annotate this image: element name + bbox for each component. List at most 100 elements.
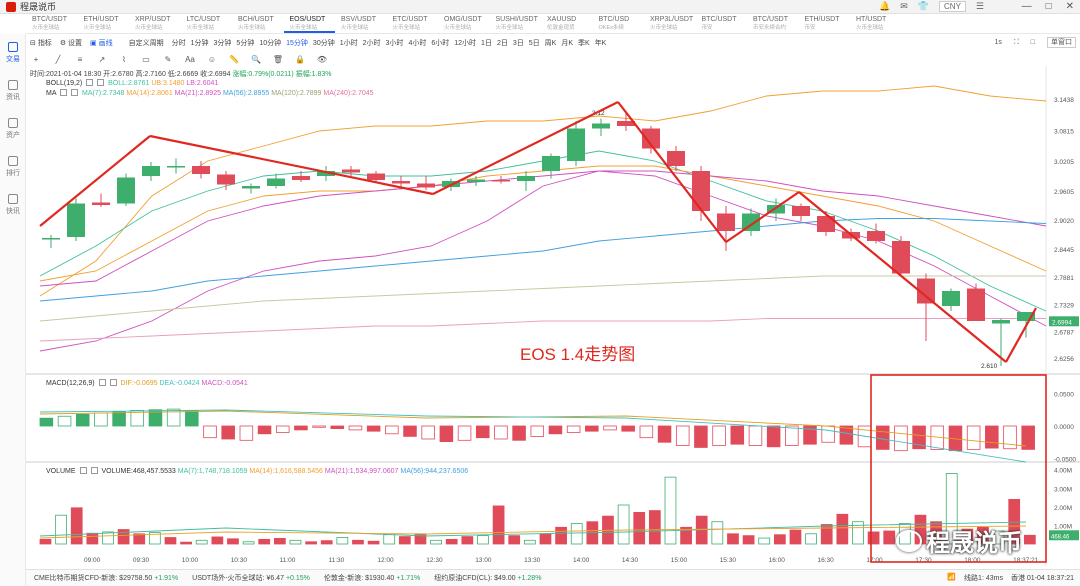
timeframe-option[interactable]: 15分钟: [286, 39, 308, 47]
timeframe-option[interactable]: 周K: [544, 39, 557, 47]
ticker-symbol: LTC/USDT: [186, 16, 221, 23]
market-ticker[interactable]: USDT场外-火币全球站: ¥6.47 +0.15%: [192, 573, 310, 583]
draw-tool-icon[interactable]: ↗: [98, 54, 106, 64]
macd-settings-icon[interactable]: [98, 379, 106, 386]
timeframe-option[interactable]: 3小时: [385, 39, 404, 47]
ticker-tab[interactable]: XRP3L/USDT 火币全球站: [644, 14, 696, 33]
candle-body: [967, 288, 985, 321]
draw-tool-icon[interactable]: +: [33, 54, 39, 64]
watermark: 程晟说币: [896, 523, 1022, 558]
shirt-icon[interactable]: 👕: [917, 1, 930, 11]
ticker-tab[interactable]: XRP/USDT 火币全球站: [129, 14, 181, 33]
ticker-tab[interactable]: ETH/USDT 币安: [799, 14, 851, 33]
draw-tool-icon[interactable]: ▭: [142, 54, 150, 64]
ticker-symbol: BTC/USDT: [32, 16, 67, 23]
timeframe-option[interactable]: 季K: [578, 39, 590, 47]
window-mode-icon[interactable]: □: [1030, 39, 1035, 46]
draw-tool-icon[interactable]: 🗑: [272, 54, 284, 64]
ticker-tab[interactable]: ETH/USDT 火币全球站: [78, 14, 130, 33]
close-button[interactable]: ✕: [1065, 1, 1074, 12]
settings-button[interactable]: ⚙ 设置: [59, 39, 83, 47]
ticker-tab[interactable]: BSV/USDT 火币全球站: [335, 14, 387, 33]
market-ticker[interactable]: 纽约原油CFD(CL): $49.00 +1.28%: [434, 573, 541, 583]
draw-tool-icon[interactable]: ╱: [55, 54, 61, 64]
volume-settings-icon[interactable]: [79, 467, 87, 474]
ticker-tab[interactable]: ETC/USDT 火币全球站: [387, 14, 439, 33]
ticker-tab[interactable]: XAUUSD 伦敦金现货: [541, 14, 593, 33]
market-ticker[interactable]: 伦敦金-新浪: $1930.40 +1.71%: [324, 573, 420, 583]
sidebar-item[interactable]: 资产: [0, 110, 26, 148]
timeframe-option[interactable]: 月K: [561, 39, 574, 47]
sidebar-item[interactable]: 排行: [0, 148, 26, 186]
timeframe-option[interactable]: 分时: [171, 39, 186, 47]
draw-tool-icon[interactable]: 🔍: [251, 54, 261, 64]
timeframe-option[interactable]: 3日: [512, 39, 524, 47]
custom-period-button[interactable]: 自定义周期: [128, 39, 164, 47]
ticker-tab[interactable]: BTC/USDT 币安永续合约: [747, 14, 799, 33]
sidebar-item[interactable]: 资讯: [0, 72, 26, 110]
ma-close-icon[interactable]: [71, 89, 79, 96]
timeframe-option[interactable]: 1日: [481, 39, 492, 47]
menu-icon[interactable]: ☰: [975, 1, 984, 11]
candle-body: [592, 123, 610, 129]
market-ticker[interactable]: CME比特币期货CFD-新浪: $29758.50 +1.91%: [34, 573, 178, 583]
draw-tool-icon[interactable]: 👁: [316, 54, 328, 64]
timeframe-option[interactable]: 10分钟: [259, 39, 282, 47]
volume-close-icon[interactable]: [90, 467, 98, 474]
timeframe-option[interactable]: 5分钟: [236, 39, 255, 47]
macd-bar: [839, 425, 854, 445]
timeframe-option[interactable]: 6小时: [431, 39, 450, 47]
ticker-tab[interactable]: BCH/USDT 火币全球站: [232, 14, 284, 33]
ticker-tab[interactable]: BTC/USD OKEx永续: [593, 14, 645, 33]
ticker-tab[interactable]: BTC/USDT 火币全球站: [26, 14, 78, 33]
ma-settings-icon[interactable]: [60, 89, 68, 96]
draw-tool-icon[interactable]: ✎: [164, 54, 172, 64]
ticker-tab[interactable]: SUSHI/USDT 火币全球站: [490, 14, 542, 33]
draw-tool-icon[interactable]: ☺: [207, 54, 217, 64]
macd-bar: [348, 425, 363, 431]
mail-icon[interactable]: ✉: [900, 1, 908, 11]
ticker-tab[interactable]: BTC/USDT 币安: [696, 14, 748, 33]
timeframe-option[interactable]: 2日: [496, 39, 508, 47]
fullscreen-icon[interactable]: ⛶: [1013, 38, 1019, 46]
boll-settings-icon[interactable]: [86, 79, 94, 86]
draw-tool-icon[interactable]: ⌇: [122, 54, 126, 64]
timeframe-option[interactable]: 30分钟: [312, 39, 335, 47]
currency-select[interactable]: CNY: [939, 1, 966, 12]
price-chart[interactable]: 3.1438 3.0815 3.0205 2.9605 2.9020 2.8445 2.78…: [26, 66, 1080, 569]
sidebar-item[interactable]: 交易: [0, 34, 26, 72]
refresh-interval[interactable]: 1s: [994, 39, 1002, 46]
maximize-button[interactable]: □: [1045, 1, 1052, 12]
timeframe-option[interactable]: 4小时: [408, 39, 427, 47]
boll-close-icon[interactable]: [97, 79, 105, 86]
macd-bar: [94, 412, 108, 427]
draw-button[interactable]: ▣ 画线: [90, 39, 113, 47]
ticker-tab[interactable]: OMG/USDT 火币全球站: [438, 14, 490, 33]
ticker-symbol: OMG/USDT: [444, 16, 482, 23]
timeframe-option[interactable]: 12小时: [454, 39, 477, 47]
draw-tool-icon[interactable]: ≡: [77, 54, 83, 64]
minimize-button[interactable]: —: [1021, 1, 1032, 12]
timeframe-option[interactable]: 3分钟: [213, 39, 232, 47]
low-label: 2.610: [981, 363, 998, 370]
ticker-tab[interactable]: LTC/USDT 火币全球站: [181, 14, 233, 33]
layout-select[interactable]: 单窗口: [1047, 37, 1076, 48]
timeframe-option[interactable]: 1分钟: [190, 39, 209, 47]
sidebar-item[interactable]: 快讯: [0, 186, 26, 224]
draw-tool-icon[interactable]: Aa: [185, 54, 195, 64]
timeframe-option[interactable]: 1小时: [339, 39, 358, 47]
timeframe-option[interactable]: 年K: [594, 39, 607, 47]
candle-body: [392, 181, 410, 184]
ticker-tab[interactable]: HT/USDT 火币全球站: [850, 14, 902, 33]
ticker-tab[interactable]: EOS/USDT 火币全球站: [283, 14, 335, 33]
ticker-exchange: OKEx永续: [598, 25, 624, 31]
bell-icon[interactable]: 🔔: [879, 1, 891, 11]
timeframe-option[interactable]: 5日: [528, 39, 540, 47]
candle-body: [517, 176, 535, 181]
draw-tool-icon[interactable]: 🔒: [295, 54, 305, 64]
volume-bar: [258, 538, 271, 545]
timeframe-option[interactable]: 2小时: [362, 39, 381, 47]
indicator-button[interactable]: ⊟ 指标: [30, 39, 52, 47]
draw-tool-icon[interactable]: 📏: [229, 54, 239, 64]
macd-close-icon[interactable]: [109, 379, 117, 386]
